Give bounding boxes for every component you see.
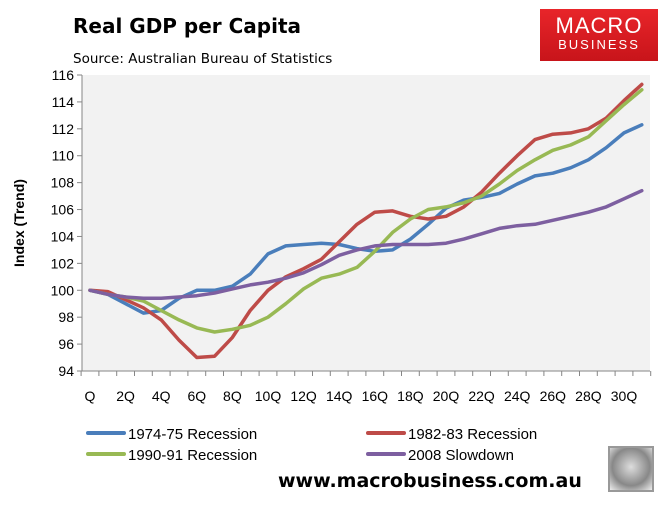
legend-label: 1990-91 Recession: [128, 447, 257, 464]
legend-label: 1982-83 Recession: [408, 426, 537, 443]
y-tick-label: 104: [51, 228, 75, 244]
y-tick-label: 96: [58, 336, 74, 352]
y-tick-label: 112: [52, 121, 75, 137]
series-line-3: [88, 188, 644, 301]
y-tick-label: 110: [52, 148, 75, 164]
logo-line1: MACRO: [555, 13, 643, 38]
x-tick-label: 20Q: [433, 388, 460, 404]
y-tick-label: 98: [58, 309, 74, 325]
y-tick-label: 116: [52, 67, 75, 83]
x-tick-label: 24Q: [504, 388, 531, 404]
x-tick-label: 2Q: [116, 388, 135, 404]
x-tick-label: 10Q: [255, 388, 282, 404]
y-tick-label: 102: [51, 255, 75, 271]
x-tick-label: 4Q: [152, 388, 171, 404]
x-tick-label: 14Q: [326, 388, 353, 404]
x-tick-label: 16Q: [362, 388, 389, 404]
y-tick-label: 114: [52, 94, 75, 110]
chart-title: Real GDP per Capita: [73, 14, 302, 38]
y-axis-label: Index (Trend): [11, 179, 27, 267]
series-line-2: [88, 88, 644, 334]
wolf-logo-image: [608, 446, 654, 492]
x-tick-label: 30Q: [611, 388, 638, 404]
logo-line2: BUSINESS: [558, 37, 640, 52]
x-tick-label: 8Q: [223, 388, 242, 404]
x-tick-label: Q: [85, 388, 96, 404]
chart-source: Source: Australian Bureau of Statistics: [73, 51, 333, 67]
x-tick-label: 22Q: [468, 388, 495, 404]
legend-label: 2008 Slowdown: [408, 447, 514, 464]
x-tick-label: 12Q: [290, 388, 317, 404]
plot-area: [82, 75, 650, 371]
y-tick-label: 100: [51, 282, 75, 298]
x-tick-label: 18Q: [397, 388, 424, 404]
macrobusiness-logo: MACRO BUSINESS: [540, 9, 658, 61]
series-line-1: [88, 82, 644, 360]
legend-label: 1974-75 Recession: [128, 426, 257, 443]
x-tick-label: 26Q: [540, 388, 567, 404]
y-tick-label: 108: [51, 175, 75, 191]
website-url[interactable]: www.macrobusiness.com.au: [278, 470, 582, 492]
y-tick-label: 94: [58, 363, 74, 379]
y-tick-label: 106: [51, 202, 75, 218]
x-tick-label: 28Q: [575, 388, 602, 404]
x-tick-label: 6Q: [187, 388, 206, 404]
